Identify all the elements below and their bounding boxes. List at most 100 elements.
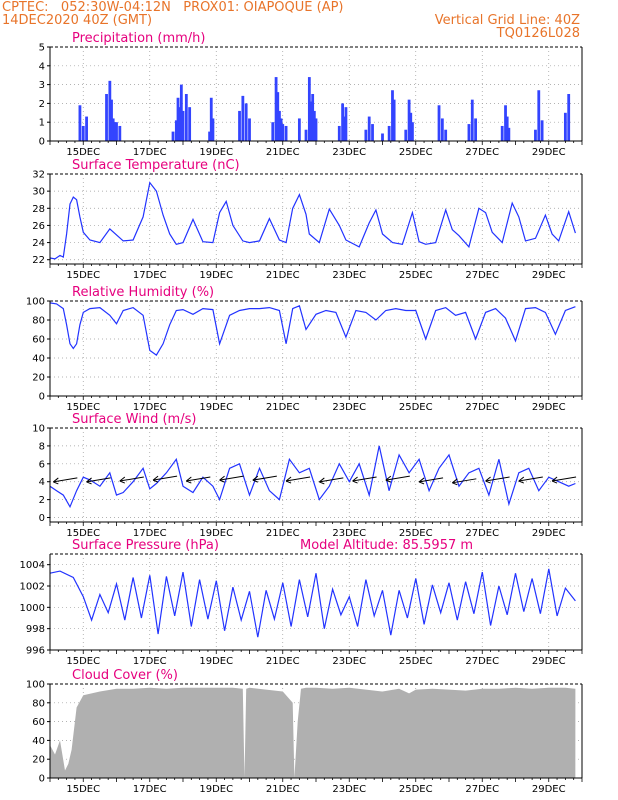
precip-bar bbox=[444, 129, 448, 141]
x-tick-label: 25DEC bbox=[399, 270, 433, 281]
y-tick-label: 26 bbox=[32, 221, 45, 232]
wind-vector bbox=[252, 475, 277, 481]
y-tick-label: 10 bbox=[32, 424, 45, 435]
x-tick-label: 23DEC bbox=[332, 270, 366, 281]
precip-bar bbox=[504, 105, 507, 141]
y-tick-label: 20 bbox=[32, 755, 45, 766]
x-tick-label: 23DEC bbox=[332, 147, 366, 158]
precip-bar bbox=[174, 120, 178, 141]
precip-bar bbox=[276, 92, 280, 141]
x-tick-label: 19DEC bbox=[199, 402, 233, 413]
precip-bar bbox=[440, 118, 444, 141]
wind-vector bbox=[418, 477, 444, 483]
wind-vector bbox=[352, 476, 377, 482]
y-tick-label: 60 bbox=[32, 717, 45, 728]
precip-bar bbox=[337, 125, 341, 141]
precip-bar bbox=[312, 110, 316, 141]
y-tick-label: 28 bbox=[32, 204, 45, 215]
y-tick-label: 0 bbox=[39, 513, 45, 524]
y-tick-label: 6 bbox=[39, 459, 45, 470]
x-tick-label: 25DEC bbox=[399, 784, 433, 795]
x-tick-label: 27DEC bbox=[465, 784, 499, 795]
precip-bar bbox=[311, 94, 315, 141]
wind-vector-head bbox=[352, 476, 358, 484]
wind-vector bbox=[452, 478, 477, 484]
wind-vector bbox=[485, 476, 510, 482]
x-tick-label: 25DEC bbox=[399, 147, 433, 158]
precip-bar bbox=[171, 131, 175, 141]
x-tick-label: 17DEC bbox=[133, 402, 167, 413]
precip-bar bbox=[85, 116, 88, 141]
precip-bar bbox=[284, 125, 288, 141]
x-tick-label: 17DEC bbox=[133, 147, 167, 158]
precip-bar bbox=[381, 133, 384, 141]
wind-vector-head bbox=[86, 477, 92, 485]
panel-4 bbox=[47, 427, 583, 526]
y-tick-label: 4 bbox=[39, 477, 45, 488]
y-tick-label: 0 bbox=[39, 137, 45, 148]
precip-bar bbox=[304, 129, 308, 141]
precip-bar bbox=[274, 77, 278, 141]
panel-title: Cloud Cover (%) bbox=[72, 668, 178, 683]
wind-vector-head bbox=[186, 476, 192, 484]
precip-bar bbox=[238, 110, 241, 141]
series-line bbox=[49, 568, 576, 638]
precip-bar bbox=[110, 99, 113, 141]
panel-title: Surface Temperature (nC) bbox=[72, 158, 240, 173]
precip-bar bbox=[409, 112, 413, 141]
precip-bar bbox=[211, 118, 215, 141]
precip-bar bbox=[241, 95, 245, 141]
x-tick-label: 17DEC bbox=[133, 784, 167, 795]
y-tick-label: 100 bbox=[26, 680, 45, 691]
x-tick-label: 17DEC bbox=[133, 656, 167, 667]
precip-bar bbox=[244, 103, 248, 141]
wind-vector bbox=[319, 477, 344, 483]
x-tick-label: 23DEC bbox=[332, 656, 366, 667]
precip-bar bbox=[209, 97, 213, 141]
precip-bar bbox=[179, 84, 183, 141]
series-line bbox=[49, 302, 576, 356]
x-tick-label: 29DEC bbox=[532, 147, 566, 158]
precip-bar bbox=[367, 116, 371, 141]
y-tick-label: 80 bbox=[32, 698, 45, 709]
precip-bar bbox=[188, 107, 192, 141]
y-tick-label: 5 bbox=[39, 43, 45, 54]
panel-title: Precipitation (mm/h) bbox=[72, 31, 205, 46]
precip-bar bbox=[297, 118, 301, 141]
y-tick-label: 100 bbox=[26, 297, 45, 308]
precip-bar bbox=[176, 97, 180, 141]
precip-bar bbox=[309, 101, 313, 141]
precip-bar bbox=[81, 125, 85, 141]
wind-vector bbox=[186, 476, 211, 482]
panel-3 bbox=[47, 300, 583, 400]
x-tick-label: 29DEC bbox=[532, 270, 566, 281]
wind-vector-head bbox=[152, 475, 159, 483]
header-model-id: TQ0126L028 bbox=[496, 26, 580, 41]
x-tick-label: 21DEC bbox=[266, 270, 300, 281]
precip-bar bbox=[411, 122, 414, 141]
precip-bar bbox=[248, 118, 251, 141]
panel-2 bbox=[47, 173, 583, 268]
wind-vector bbox=[385, 475, 410, 481]
precip-bar bbox=[563, 112, 567, 141]
x-tick-label: 17DEC bbox=[133, 270, 167, 281]
y-tick-label: 1000 bbox=[20, 603, 45, 614]
panel-annotation: Model Altitude: 85.5957 m bbox=[300, 538, 473, 553]
wind-vector-head bbox=[418, 477, 425, 485]
x-tick-label: 19DEC bbox=[199, 784, 233, 795]
precip-bar bbox=[470, 99, 474, 141]
header-date: 14DEC2020 40Z (GMT) bbox=[2, 13, 153, 28]
panel-title: Surface Wind (m/s) bbox=[72, 412, 196, 427]
precip-bar bbox=[278, 110, 281, 141]
x-tick-label: 21DEC bbox=[266, 784, 300, 795]
precip-bar bbox=[307, 77, 311, 141]
series-line bbox=[49, 181, 576, 260]
x-tick-label: 15DEC bbox=[66, 402, 100, 413]
header-line-1: CPTEC: 052:30W-04:12N PROX01: OIAPOQUE (… bbox=[2, 0, 344, 15]
wind-vector-head bbox=[53, 477, 59, 485]
precip-bar bbox=[341, 103, 344, 141]
x-tick-label: 25DEC bbox=[399, 402, 433, 413]
y-tick-label: 1002 bbox=[20, 582, 45, 593]
y-tick-label: 60 bbox=[32, 335, 45, 346]
